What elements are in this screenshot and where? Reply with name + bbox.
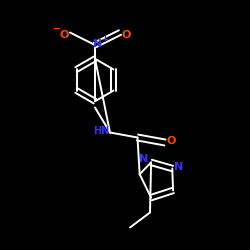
Text: −: − bbox=[54, 24, 62, 34]
Text: N: N bbox=[174, 162, 183, 172]
Text: +: + bbox=[102, 36, 108, 44]
Text: O: O bbox=[122, 30, 131, 40]
Text: N: N bbox=[94, 39, 103, 49]
Text: O: O bbox=[166, 136, 176, 146]
Text: HN: HN bbox=[93, 126, 110, 136]
Text: N: N bbox=[139, 154, 148, 164]
Text: O: O bbox=[59, 30, 69, 40]
